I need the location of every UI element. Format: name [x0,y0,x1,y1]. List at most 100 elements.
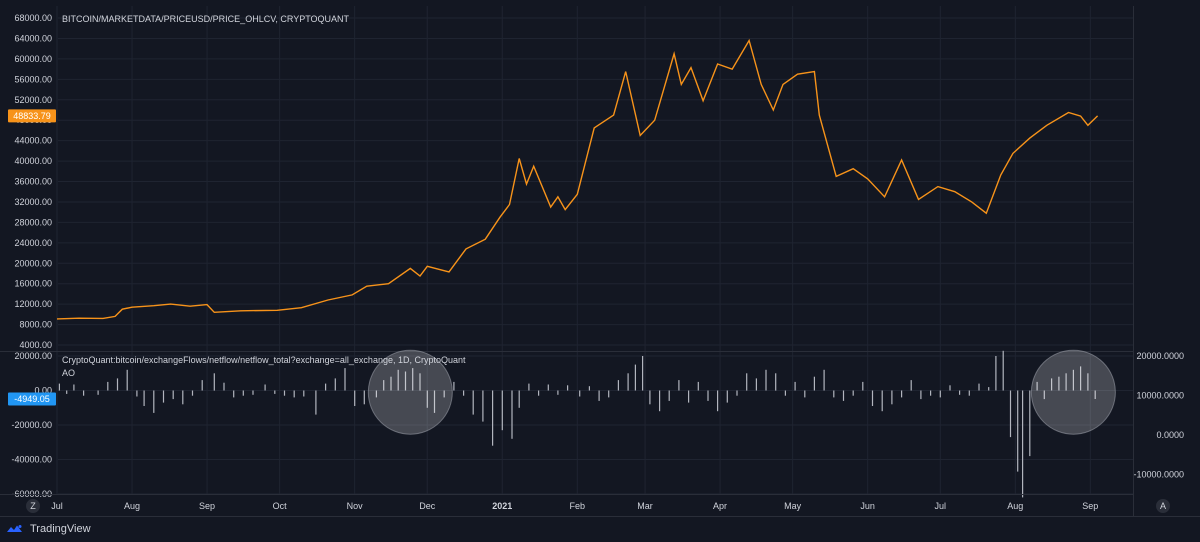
price-y-tick: 20000.00 [14,258,52,268]
x-tick-label: May [784,501,802,511]
netflow-bar [697,381,699,391]
netflow-bar [1029,390,1031,457]
price-y-tick: 40000.00 [14,156,52,166]
netflow-bar [264,384,266,391]
netflow-bar [891,390,893,405]
netflow-bar [746,373,748,391]
netflow-bar [315,390,317,415]
auto-scale-button-label: A [1160,501,1166,511]
x-tick-label: Dec [419,501,436,511]
x-tick-label: Aug [124,501,140,511]
flow-secondary-y-tick: -10000.0000 [1133,469,1184,479]
netflow-bar [755,378,757,391]
price-y-tick: 32000.00 [14,197,52,207]
highlight-circles [367,349,1116,435]
netflow-bar [1058,376,1060,391]
netflow-bar [794,381,796,391]
netflow-bar [354,390,356,406]
x-tick-label: Jun [860,501,875,511]
netflow-bar [426,390,428,408]
netflow-bar [1002,350,1004,391]
netflow-bar [678,380,680,391]
flow-secondary-y-axis: 20000.0000 10000.0000 0.0000 -10000.0000 [1133,351,1184,479]
x-tick-label: Apr [713,501,727,511]
x-tick-label: Feb [570,501,586,511]
flow-y-tick: -20000.00 [11,420,52,430]
netflow-bar [988,387,990,391]
auto-scale-button[interactable]: A [1156,499,1170,513]
tradingview-brand[interactable]: TradingView [6,521,91,537]
netflow-bar [784,390,786,396]
netflow-bar [363,390,365,405]
netflow-bar [642,356,644,391]
netflow-bar [383,380,385,391]
zoom-button[interactable]: Z [26,499,40,513]
netflow-bar [191,390,194,396]
price-series-line [56,38,1099,320]
netflow-bar [162,390,165,403]
netflow-bar [492,390,494,446]
netflow-bar [325,383,327,391]
tradingview-logo-icon [7,525,22,532]
netflow-bar [598,390,600,401]
netflow-bar [412,368,414,391]
netflow-bar [97,390,99,395]
netflow-bar [404,371,407,391]
price-y-tick: 24000.00 [14,238,52,248]
x-tick-label: Mar [637,501,653,511]
netflow-bar [419,373,421,391]
price-last-value: 48833.79 [13,111,51,121]
price-y-tick: 64000.00 [14,33,52,43]
netflow-bar [182,390,184,405]
tradingview-brand-name: TradingView [30,523,91,535]
flow-y-tick: -40000.00 [11,455,52,465]
price-gridlines [56,6,1133,494]
netflow-bar [172,390,174,400]
price-y-tick: 52000.00 [14,95,52,105]
flow-secondary-y-tick: 20000.0000 [1136,351,1184,361]
netflow-bar [1072,369,1074,391]
time-axis: Jul Aug Sep Oct Nov Dec 2021 Feb Mar Apr May Jun Jul… [51,501,1098,511]
netflow-bar [344,368,346,391]
netflow-bar [472,390,474,415]
netflow-bar [252,390,254,395]
netflow-bar [528,383,530,391]
netflow-bar [303,390,305,397]
flow-chart-title: CryptoQuant:bitcoin/exchangeFlows/netflo… [62,355,466,365]
price-y-tick: 28000.00 [14,217,52,227]
netflow-bar [649,390,651,405]
netflow-bar [939,390,941,398]
netflow-bar [959,390,961,395]
netflow-bar [567,385,569,391]
netflow-bar [833,390,835,398]
netflow-bar [968,390,970,396]
price-chart-title: BITCOIN/MARKETDATA/PRICEUSD/PRICE_OHLCV,… [62,14,350,24]
netflow-bar [433,390,436,413]
netflow-bar [463,390,465,396]
price-y-tick: 68000.00 [14,13,52,23]
netflow-bar [453,381,455,391]
price-last-value-badge: 48833.79 [8,109,56,123]
price-y-tick: 36000.00 [14,177,52,187]
netflow-bar [627,373,629,391]
netflow-bar [717,390,719,412]
x-tick-label: 2021 [492,501,512,511]
netflow-bar [213,373,215,391]
netflow-bar [334,378,336,391]
flow-last-value-badge: -4949.05 [8,392,56,406]
price-y-tick: 16000.00 [14,279,52,289]
netflow-bar [66,390,68,394]
flow-y-tick: 20000.00 [14,351,52,361]
flow-last-value: -4949.05 [14,394,50,404]
netflow-bar [116,378,119,391]
netflow-bar [1009,390,1012,438]
netflow-bar [511,390,513,439]
netflow-bar [804,390,806,398]
netflow-bar [995,356,997,391]
netflow-bar [1065,373,1067,391]
netflow-bar [1036,381,1038,391]
netflow-bar [390,376,392,391]
netflow-bar [233,390,235,398]
